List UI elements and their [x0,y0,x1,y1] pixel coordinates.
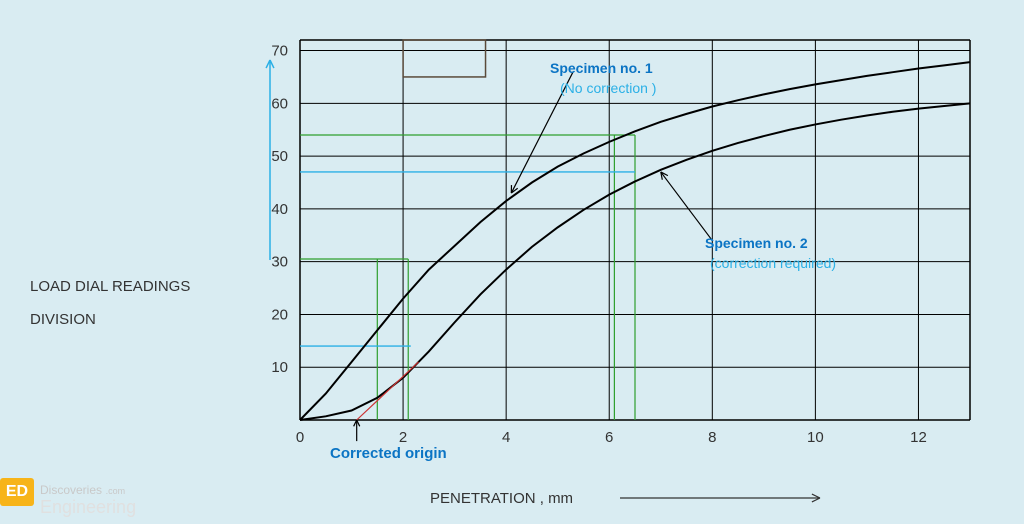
svg-text:30: 30 [271,254,288,271]
logo-suffix: .com [106,486,126,496]
svg-text:0: 0 [296,429,304,446]
svg-text:20: 20 [271,306,288,323]
svg-text:10: 10 [807,429,824,446]
svg-text:8: 8 [708,429,716,446]
specimen-2-subtitle: (correction required) [710,255,836,271]
svg-text:70: 70 [271,43,288,60]
x-axis-label: PENETRATION , mm [430,490,573,507]
svg-text:60: 60 [271,95,288,112]
svg-text:6: 6 [605,429,613,446]
specimen-1-subtitle: (No correction ) [560,80,656,96]
cbr-chart: 0 2 4 6 8 10 12 10 20 30 40 50 60 70 [0,0,1024,524]
y-axis-label-line2: DIVISION [30,303,190,336]
svg-text:10: 10 [271,359,288,376]
logo-badge: ED [0,478,34,506]
svg-text:4: 4 [502,429,510,446]
watermark-logo: Discoveries .com Engineering [40,482,136,518]
svg-text:2: 2 [399,429,407,446]
logo-line1: Discoveries [40,483,102,497]
specimen-2-title: Specimen no. 2 [705,235,808,251]
y-axis-label-line1: LOAD DIAL READINGS [30,270,190,303]
specimen-1-title: Specimen no. 1 [550,60,653,76]
corrected-origin-label: Corrected origin [330,445,447,462]
svg-text:40: 40 [271,201,288,218]
svg-text:12: 12 [910,429,927,446]
logo-line2: Engineering [40,497,136,517]
y-axis-label: LOAD DIAL READINGS DIVISION [30,270,190,336]
svg-text:50: 50 [271,148,288,165]
